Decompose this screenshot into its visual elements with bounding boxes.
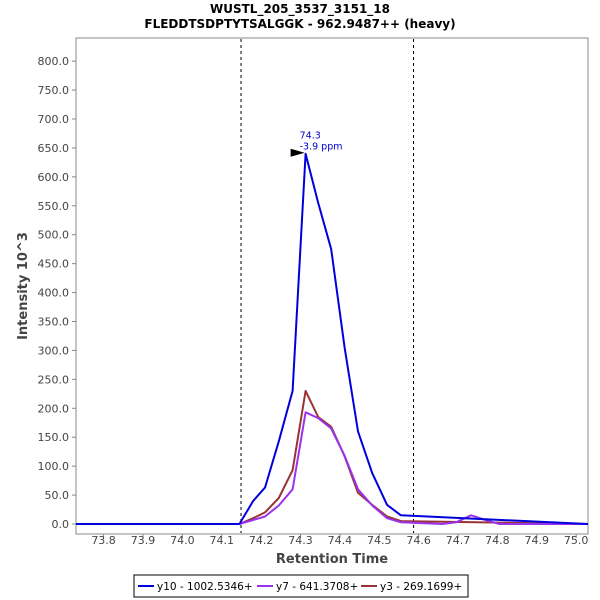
x-axis: 73.8 73.9 74.0 74.1 74.2 74.3 74.4 74.5 74.6 74.7… [91, 534, 588, 547]
x-tick-label: 74.4 [328, 534, 353, 547]
peak-boundaries [240, 39, 415, 533]
x-tick-label: 74.5 [367, 534, 392, 547]
x-tick-label: 74.1 [209, 534, 234, 547]
x-tick-label: 74.3 [288, 534, 313, 547]
y-tick-label: 700.0 [38, 113, 70, 126]
y-tick-label: 50.0 [45, 489, 70, 502]
x-tick-label: 74.6 [406, 534, 431, 547]
y-tick-label: 500.0 [38, 229, 70, 242]
y-tick-label: 100.0 [38, 460, 70, 473]
y-tick-label: 450.0 [38, 258, 70, 271]
chart-title: WUSTL_205_3537_3151_18 [210, 2, 390, 17]
y-tick-label: 300.0 [38, 344, 70, 357]
peak-annotation: 74.3 -3.9 ppm [290, 131, 343, 157]
y-tick-label: 0.0 [52, 518, 70, 531]
x-tick-label: 74.7 [446, 534, 471, 547]
series-line-y7 [76, 411, 588, 525]
legend-label-y10: y10 - 1002.5346+ [157, 581, 253, 593]
y-axis-title: Intensity 10^3 [16, 232, 31, 340]
y-tick-label: 550.0 [38, 200, 70, 213]
legend-label-y3: y3 - 269.1699+ [380, 581, 462, 593]
x-tick-label: 74.8 [485, 534, 510, 547]
legend-box [133, 574, 469, 598]
series-line-y10 [76, 152, 589, 525]
x-tick-label: 73.9 [131, 534, 156, 547]
y-tick-label: 650.0 [38, 142, 70, 155]
x-tick-label: 74.9 [525, 534, 550, 547]
y-tick-label: 800.0 [38, 55, 70, 68]
plot-area [75, 37, 589, 535]
peak-arrow-marker [290, 148, 305, 157]
x-axis-title: Retention Time [276, 552, 388, 567]
legend: y10 - 1002.5346+ y7 - 641.3708+ y3 - 269… [133, 574, 469, 598]
y-tick-label: 600.0 [38, 171, 70, 184]
y-tick-label: 250.0 [38, 373, 70, 386]
x-tick-label: 74.0 [170, 534, 195, 547]
x-tick-label: 73.8 [91, 534, 116, 547]
x-tick-label: 74.2 [249, 534, 274, 547]
legend-label-y7: y7 - 641.3708+ [276, 581, 358, 593]
chart-subtitle: FLEDDTSDPTYTSALGGK - 962.9487++ (heavy) [144, 17, 455, 31]
y-tick-label: 150.0 [38, 431, 70, 444]
annotation-ppm: -3.9 ppm [300, 142, 343, 153]
y-tick-label: 350.0 [38, 316, 70, 329]
y-tick-label: 400.0 [38, 287, 70, 300]
y-tick-label: 750.0 [38, 84, 70, 97]
y-tick-label: 200.0 [38, 402, 70, 415]
series-layer [76, 152, 589, 525]
x-tick-label: 75.0 [564, 534, 589, 547]
annotation-retention-time: 74.3 [300, 131, 321, 142]
y-axis: 0.0 50.0 100.0 150.0 200.0 250.0 300.0 350.0 400… [38, 55, 76, 531]
